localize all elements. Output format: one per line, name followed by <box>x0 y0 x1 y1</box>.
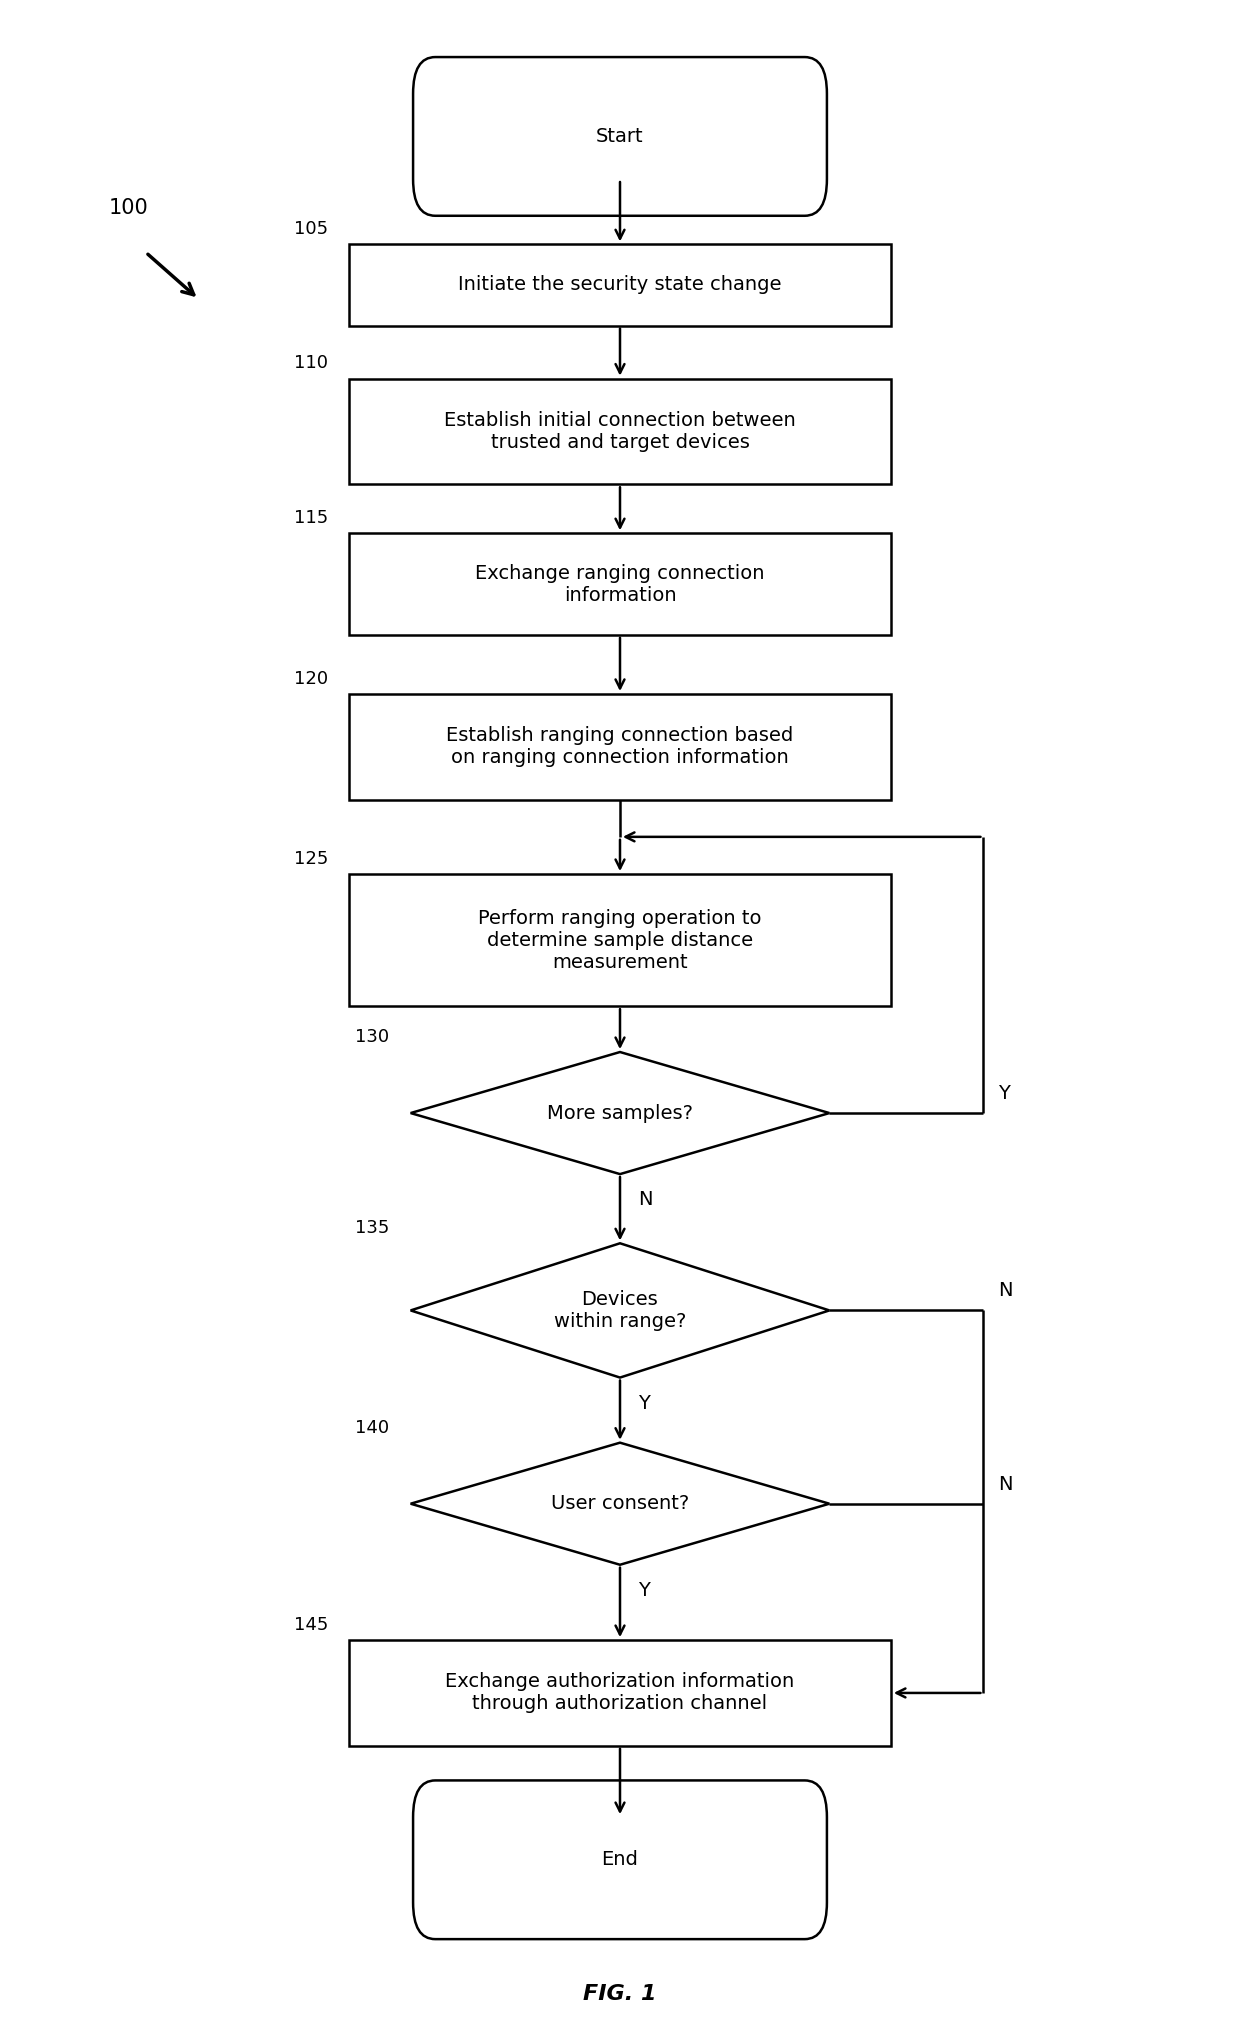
Text: FIG. 1: FIG. 1 <box>583 1984 657 2004</box>
Bar <box>348 874 892 1007</box>
Text: 115: 115 <box>294 509 327 527</box>
Text: Exchange authorization information
through authorization channel: Exchange authorization information throu… <box>445 1673 795 1714</box>
Text: N: N <box>998 1281 1013 1299</box>
Polygon shape <box>410 1052 830 1175</box>
Bar <box>348 378 892 484</box>
Bar <box>348 695 892 799</box>
Text: 140: 140 <box>355 1418 389 1436</box>
Text: 100: 100 <box>109 198 149 219</box>
Text: Initiate the security state change: Initiate the security state change <box>459 276 781 294</box>
Text: 105: 105 <box>294 221 327 239</box>
Text: 120: 120 <box>294 670 327 688</box>
Polygon shape <box>410 1442 830 1565</box>
FancyBboxPatch shape <box>413 1779 827 1939</box>
Bar <box>348 1641 892 1747</box>
Text: 135: 135 <box>355 1220 389 1238</box>
Text: Devices
within range?: Devices within range? <box>554 1289 686 1330</box>
Text: Start: Start <box>596 127 644 145</box>
Text: N: N <box>998 1475 1013 1493</box>
Text: Y: Y <box>639 1393 650 1414</box>
Text: 130: 130 <box>355 1028 389 1046</box>
Bar <box>348 533 892 635</box>
Text: Establish ranging connection based
on ranging connection information: Establish ranging connection based on ra… <box>446 727 794 768</box>
Text: 110: 110 <box>294 353 327 372</box>
Text: Y: Y <box>639 1581 650 1600</box>
Text: User consent?: User consent? <box>551 1493 689 1514</box>
Text: 145: 145 <box>294 1616 329 1634</box>
Text: More samples?: More samples? <box>547 1103 693 1122</box>
FancyBboxPatch shape <box>413 57 827 217</box>
Text: Exchange ranging connection
information: Exchange ranging connection information <box>475 564 765 605</box>
Text: 125: 125 <box>294 850 329 868</box>
Bar <box>348 245 892 325</box>
Text: Y: Y <box>998 1085 1011 1103</box>
Text: Establish initial connection between
trusted and target devices: Establish initial connection between tru… <box>444 411 796 452</box>
Polygon shape <box>410 1244 830 1377</box>
Text: N: N <box>639 1191 653 1209</box>
Text: Perform ranging operation to
determine sample distance
measurement: Perform ranging operation to determine s… <box>479 909 761 972</box>
Text: End: End <box>601 1851 639 1869</box>
